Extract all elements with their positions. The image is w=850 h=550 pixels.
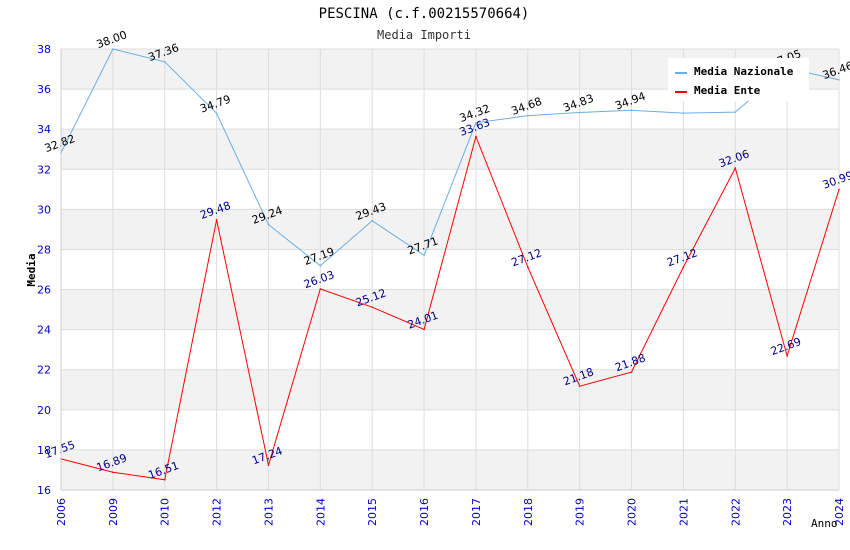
point-media-nazionale-2012 [215, 112, 218, 115]
point-media-nazionale-2022 [734, 111, 737, 113]
y-tick-28: 28 [37, 243, 51, 256]
point-media-nazionale-2020 [630, 109, 633, 112]
grid-lines [60, 48, 840, 491]
x-tick-2020: 2020 [626, 498, 639, 526]
point-media-ente-2010 [163, 478, 166, 481]
y-tick-22: 22 [37, 364, 51, 377]
chart-title: PESCINA (c.f.00215570664) [319, 6, 530, 22]
band-20 [61, 369, 839, 410]
point-media-nazionale-2018 [527, 114, 529, 117]
x-tick-2006: 2006 [55, 498, 68, 526]
label-media-ente-2023: 22.69 [769, 335, 803, 358]
x-tick-2017: 2017 [470, 498, 483, 526]
y-tick-36: 36 [37, 83, 51, 96]
point-media-ente-2017 [475, 135, 477, 138]
point-media-ente-2018 [527, 266, 529, 268]
label-media-nazionale-2020: 34.94 [613, 90, 647, 113]
y-tick-18: 18 [37, 444, 51, 457]
legend: Media Nazionale Media Ente [668, 58, 809, 101]
x-tick-2024: 2024 [833, 498, 846, 526]
label-media-nazionale-2019: 34.83 [561, 92, 595, 115]
x-tick-2022: 2022 [729, 498, 742, 526]
series-line-media-ente [60, 135, 840, 481]
point-media-ente-2024 [838, 188, 840, 191]
plot-bands [61, 49, 839, 490]
series-line-media-nazionale [60, 48, 840, 267]
point-media-ente-2022 [734, 167, 737, 169]
point-media-ente-2016 [423, 328, 425, 331]
y-tick-20: 20 [37, 404, 51, 417]
y-tick-34: 34 [37, 123, 51, 136]
point-media-nazionale-2009 [112, 48, 114, 50]
x-tick-2019: 2019 [574, 498, 587, 526]
band-16 [61, 449, 839, 490]
band-24 [61, 289, 839, 330]
band-32 [61, 129, 839, 170]
y-tick-16: 16 [37, 484, 51, 497]
point-media-nazionale-2015 [371, 219, 374, 222]
point-media-nazionale-2021 [682, 112, 685, 114]
point-media-ente-2015 [371, 306, 374, 308]
chart-subtitle: Media Importi [377, 28, 471, 42]
y-tick-26: 26 [37, 284, 51, 297]
point-media-nazionale-2013 [267, 223, 270, 226]
point-media-ente-2009 [112, 471, 114, 473]
y-tick-32: 32 [37, 163, 51, 176]
x-tick-2009: 2009 [107, 498, 120, 526]
label-media-nazionale-2018: 34.68 [510, 95, 544, 118]
y-tick-24: 24 [37, 324, 51, 337]
point-media-nazionale-2024 [838, 79, 840, 81]
band-28 [61, 209, 839, 250]
label-media-ente-2024: 30.99 [821, 169, 850, 192]
x-tick-2018: 2018 [522, 498, 535, 526]
x-tick-2013: 2013 [262, 498, 275, 526]
y-tick-38: 38 [37, 43, 51, 56]
x-tick-2012: 2012 [211, 498, 224, 526]
point-media-nazionale-2017 [475, 121, 477, 124]
point-media-ente-2014 [319, 288, 322, 290]
x-tick-2016: 2016 [418, 498, 431, 526]
series-lines [60, 48, 840, 481]
point-media-nazionale-2010 [163, 61, 166, 63]
point-media-nazionale-2016 [423, 254, 425, 257]
point-media-ente-2021 [682, 266, 685, 268]
point-media-ente-2012 [215, 218, 218, 221]
x-tick-2015: 2015 [366, 498, 379, 526]
legend-box [668, 58, 809, 101]
legend-label-media-nazionale: Media Nazionale [694, 65, 794, 78]
label-media-nazionale-2009: 38.00 [95, 28, 129, 51]
legend-label-media-ente: Media Ente [694, 84, 761, 97]
x-tick-2023: 2023 [781, 498, 794, 526]
point-media-ente-2019 [578, 385, 581, 387]
label-media-ente-2014: 26.03 [302, 268, 336, 291]
y-tick-30: 30 [37, 203, 51, 216]
point-media-ente-2013 [267, 464, 270, 466]
x-tick-2010: 2010 [159, 498, 172, 526]
point-media-nazionale-2019 [578, 111, 581, 114]
point-media-nazionale-2014 [319, 264, 322, 267]
point-media-ente-2020 [630, 371, 633, 373]
point-media-ente-2023 [786, 355, 788, 357]
y-axis-label: Media [25, 253, 38, 286]
x-tick-2014: 2014 [314, 498, 327, 526]
x-axis-label: Anno [811, 517, 838, 530]
x-tick-2021: 2021 [677, 498, 690, 526]
axes [60, 49, 839, 491]
